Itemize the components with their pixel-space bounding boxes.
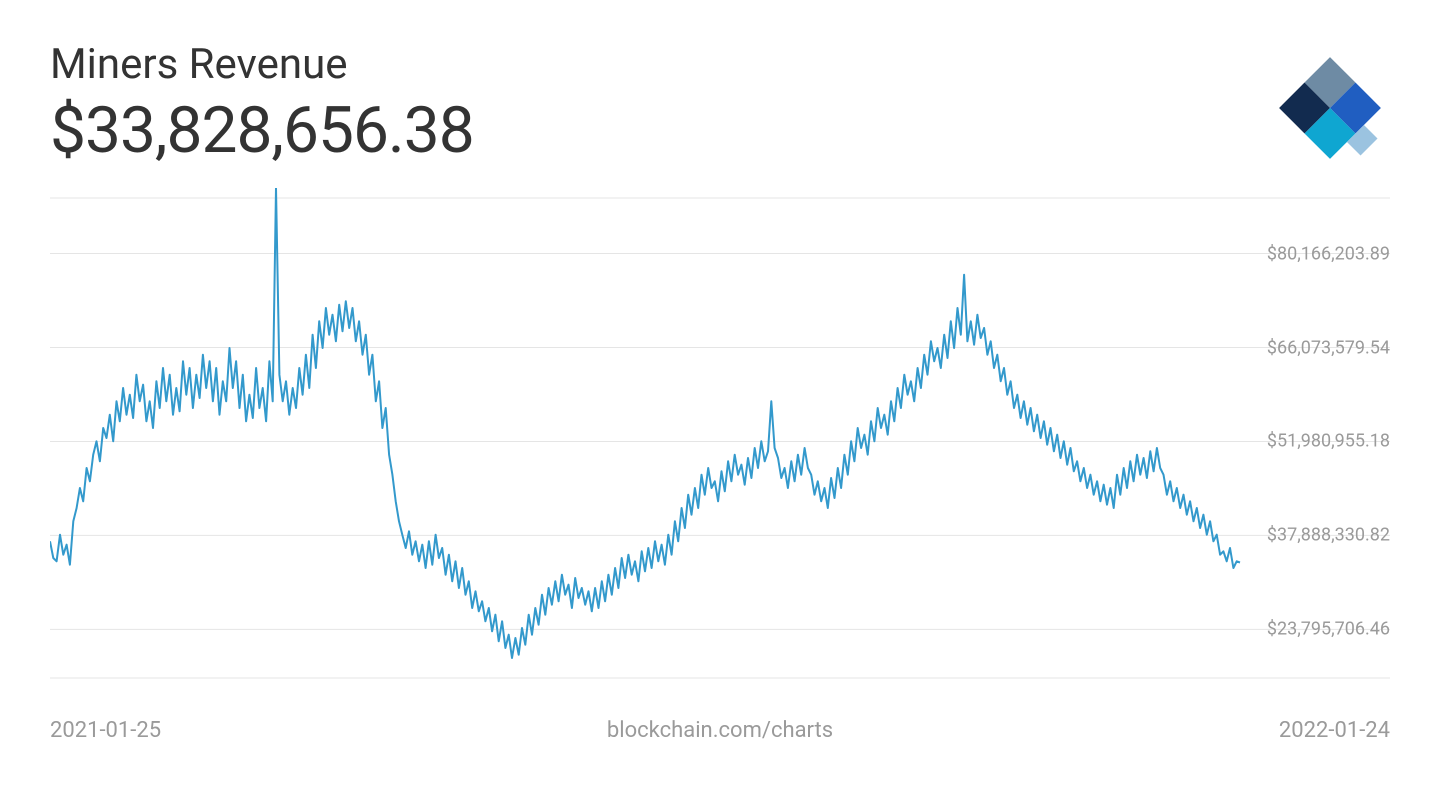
title-block: Miners Revenue $33,828,656.38 <box>50 40 474 168</box>
chart-value: $33,828,656.38 <box>50 93 474 168</box>
blockchain-logo-icon <box>1270 48 1390 168</box>
x-start-label: 2021-01-25 <box>50 718 161 743</box>
header: Miners Revenue $33,828,656.38 <box>50 40 1390 168</box>
chart-title: Miners Revenue <box>50 40 474 89</box>
chart-footer: 2021-01-25 blockchain.com/charts 2022-01… <box>50 718 1390 743</box>
source-label: blockchain.com/charts <box>607 718 833 743</box>
line-chart <box>50 188 1390 688</box>
x-end-label: 2022-01-24 <box>1279 718 1390 743</box>
chart-area: $80,166,203.89$66,073,579.54$51,980,955.… <box>50 188 1390 688</box>
